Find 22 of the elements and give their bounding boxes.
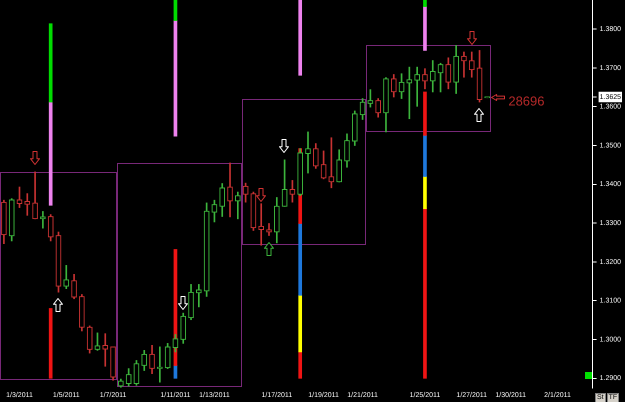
candlestick: [16, 186, 22, 208]
bar: [174, 20, 178, 137]
bar: [298, 294, 302, 352]
bar: [298, 352, 302, 379]
bar: [423, 0, 427, 7]
bar: [48, 102, 53, 206]
bar: [48, 308, 53, 379]
annotation: 28696: [508, 94, 544, 109]
bar: [298, 223, 302, 296]
candlestick: [94, 332, 100, 351]
bar: [423, 176, 427, 210]
bar: [423, 208, 427, 379]
bar: [423, 6, 427, 51]
bar: [423, 92, 427, 136]
candlestick: [266, 223, 272, 236]
bar: [174, 0, 178, 21]
candlestick: [461, 52, 467, 78]
candlestick: [305, 132, 311, 174]
bar: [48, 23, 53, 102]
bar: [174, 365, 178, 379]
bar: [298, 0, 302, 76]
bar: [423, 135, 427, 177]
